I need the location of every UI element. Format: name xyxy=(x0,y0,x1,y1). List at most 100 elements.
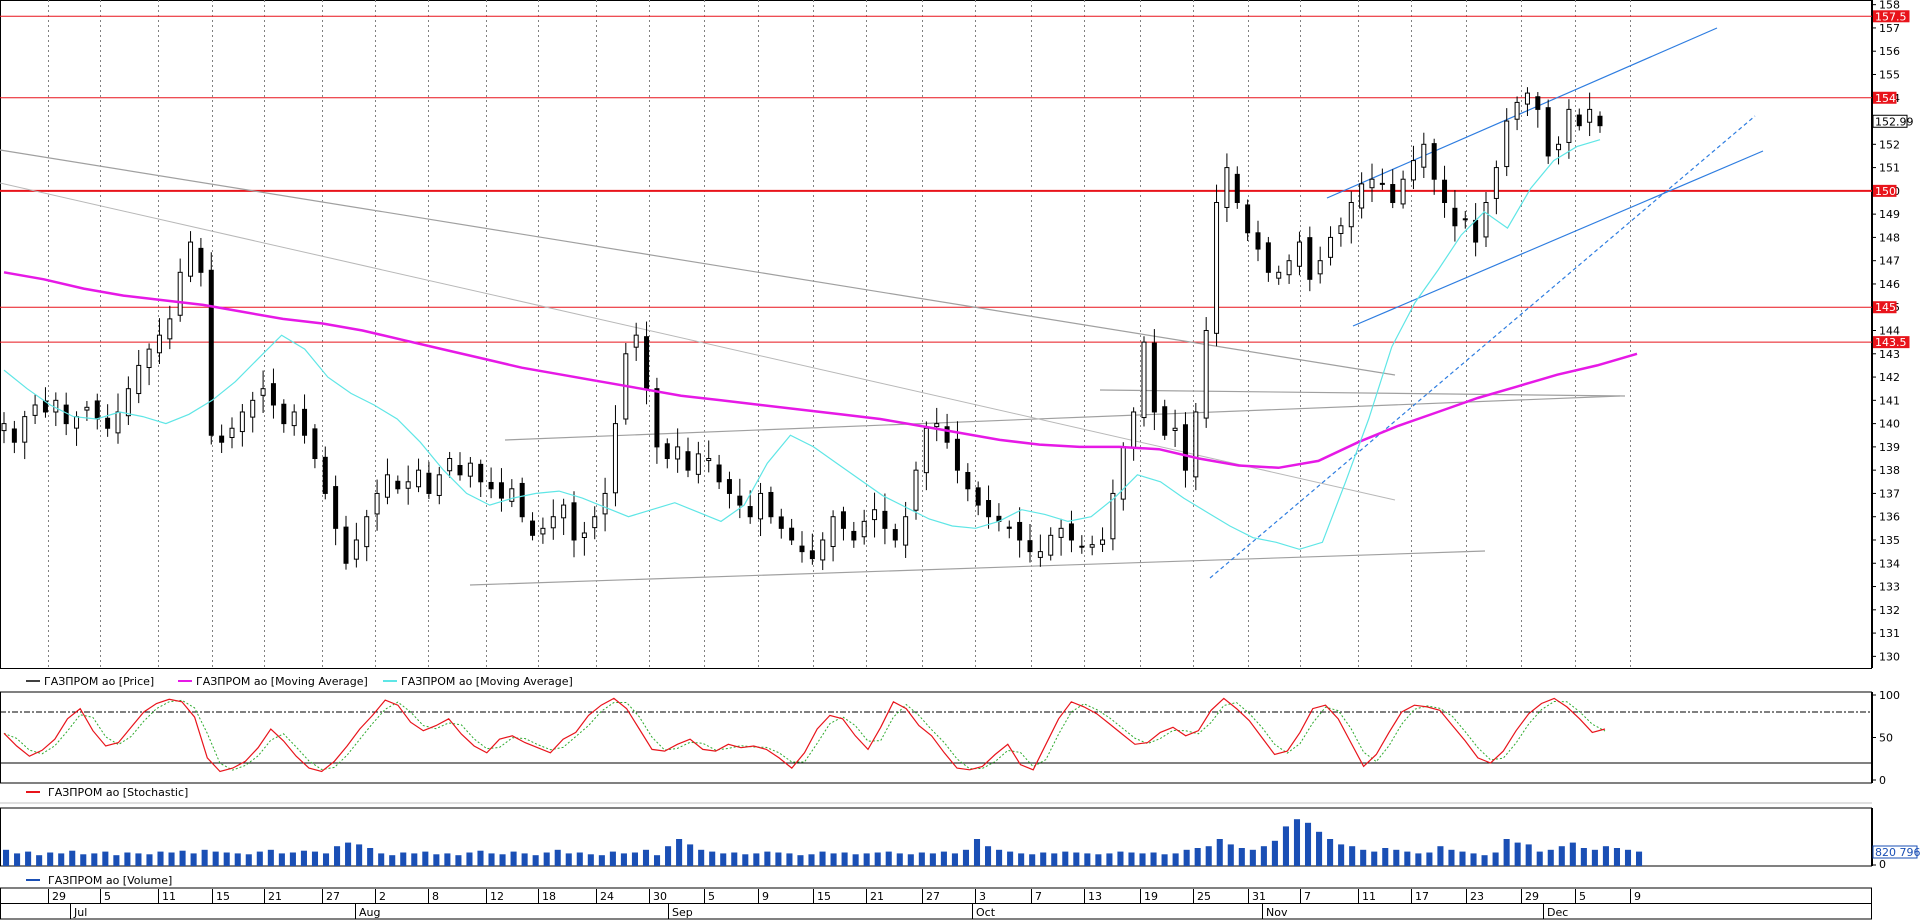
candle-body xyxy=(405,481,411,489)
candle-body xyxy=(1058,527,1064,538)
level-label: 150 xyxy=(1875,185,1896,198)
volume-bar xyxy=(91,853,98,866)
ma-short-line xyxy=(3,139,1601,550)
candle-body xyxy=(602,492,608,515)
volume-bar xyxy=(1591,849,1598,866)
legend-label: ГАЗПРОМ ао [Price] xyxy=(44,675,154,688)
price-tick-label: 133 xyxy=(1879,581,1900,594)
candle-body xyxy=(1483,201,1489,238)
candle-body xyxy=(581,532,587,539)
volume-bar xyxy=(124,852,131,866)
volume-bar xyxy=(1293,819,1301,866)
volume-bar xyxy=(58,853,65,866)
candle-body xyxy=(11,428,17,443)
candle-body xyxy=(1110,492,1116,540)
month-label: Jul xyxy=(73,906,87,919)
candle-body xyxy=(63,404,69,425)
price-panel[interactable]: 130 131 132 133 134 135 136 137 138 139 140 141 142 1… xyxy=(0,0,1914,693)
volume-bar xyxy=(1569,842,1576,866)
volume-bar xyxy=(543,852,550,866)
candle-body xyxy=(1597,115,1603,127)
volume-bar xyxy=(698,849,705,866)
candle-body xyxy=(944,426,950,443)
price-tick-label: 158 xyxy=(1879,0,1900,12)
price-tick-label: 130 xyxy=(1879,650,1900,663)
volume-bar xyxy=(1062,851,1069,866)
candle-body xyxy=(94,400,100,420)
day-tick-label: 2 xyxy=(379,890,386,903)
volume-bar xyxy=(1404,851,1411,866)
candle-body xyxy=(758,492,764,520)
volume-bar xyxy=(389,855,396,866)
volume-bar xyxy=(731,852,738,866)
candle-body xyxy=(1421,143,1427,168)
volume-bar xyxy=(1238,848,1245,866)
volume-bar xyxy=(1260,846,1267,866)
price-tick-label: 148 xyxy=(1879,231,1900,244)
candle-body xyxy=(260,388,266,396)
day-tick-label: 27 xyxy=(926,890,940,903)
price-tick-label: 152 xyxy=(1879,138,1900,151)
candle-body xyxy=(250,399,256,418)
candle-body xyxy=(1214,201,1220,334)
gray-trendline xyxy=(0,149,1396,376)
volume-bar xyxy=(521,853,528,866)
candle-body xyxy=(706,458,712,462)
volume-bar xyxy=(1117,851,1124,866)
day-tick-label: 9 xyxy=(1634,890,1641,903)
volume-bar xyxy=(532,855,539,866)
volume-bar xyxy=(907,854,914,866)
candle-body xyxy=(1348,201,1354,228)
candle-body xyxy=(1017,521,1023,541)
price-tick-label: 134 xyxy=(1879,557,1900,570)
price-tick-label: 132 xyxy=(1879,604,1900,617)
volume-bar xyxy=(1183,849,1190,866)
day-tick-label: 23 xyxy=(1470,890,1484,903)
candle-body xyxy=(1390,184,1396,203)
candle-body xyxy=(540,527,546,535)
candle-body xyxy=(726,479,732,494)
legend-label: ГАЗПРОМ ао [Stochastic] xyxy=(48,786,188,799)
day-tick-label: 5 xyxy=(104,890,111,903)
day-tick-label: 15 xyxy=(216,890,230,903)
volume-bar xyxy=(1205,846,1212,866)
day-tick-label: 5 xyxy=(1579,890,1586,903)
candle-body xyxy=(167,318,173,340)
volume-bar xyxy=(190,853,197,866)
candle-body xyxy=(32,404,38,416)
candle-body xyxy=(177,271,183,316)
candle-body xyxy=(737,495,743,506)
volume-bar xyxy=(278,853,285,866)
candle-body xyxy=(1068,523,1074,541)
candle-body xyxy=(1193,411,1199,478)
volume-bar xyxy=(1360,849,1367,866)
day-tick-label: 8 xyxy=(432,890,439,903)
volume-bar xyxy=(1139,853,1146,866)
candle-body xyxy=(416,469,422,488)
day-tick-label: 12 xyxy=(490,890,504,903)
candle-body xyxy=(1462,218,1468,221)
price-tick-label: 136 xyxy=(1879,511,1900,524)
candle-body xyxy=(633,334,639,348)
candle-body xyxy=(1566,108,1572,143)
candle-body xyxy=(374,492,380,515)
candle-body xyxy=(923,427,929,474)
candle-body xyxy=(1286,260,1292,276)
volume-bar xyxy=(157,851,164,866)
day-tick-label: 15 xyxy=(817,890,831,903)
stoch-frame xyxy=(0,691,1872,784)
candle-body xyxy=(1504,120,1510,168)
candle-body xyxy=(1400,178,1406,205)
volume-bar xyxy=(289,852,296,866)
volume-bar xyxy=(962,849,970,866)
last-price-label: 152.99 xyxy=(1875,115,1914,128)
price-tick-label: 151 xyxy=(1879,162,1900,175)
volume-bar xyxy=(488,853,495,866)
candle-body xyxy=(457,464,463,476)
candle-body xyxy=(778,516,784,529)
volume-bar xyxy=(223,852,230,866)
stochastic-panel[interactable]: 100 50 0 ГАЗПРОМ ао [Stochastic] xyxy=(0,689,1900,804)
day-tick-label: 30 xyxy=(653,890,667,903)
